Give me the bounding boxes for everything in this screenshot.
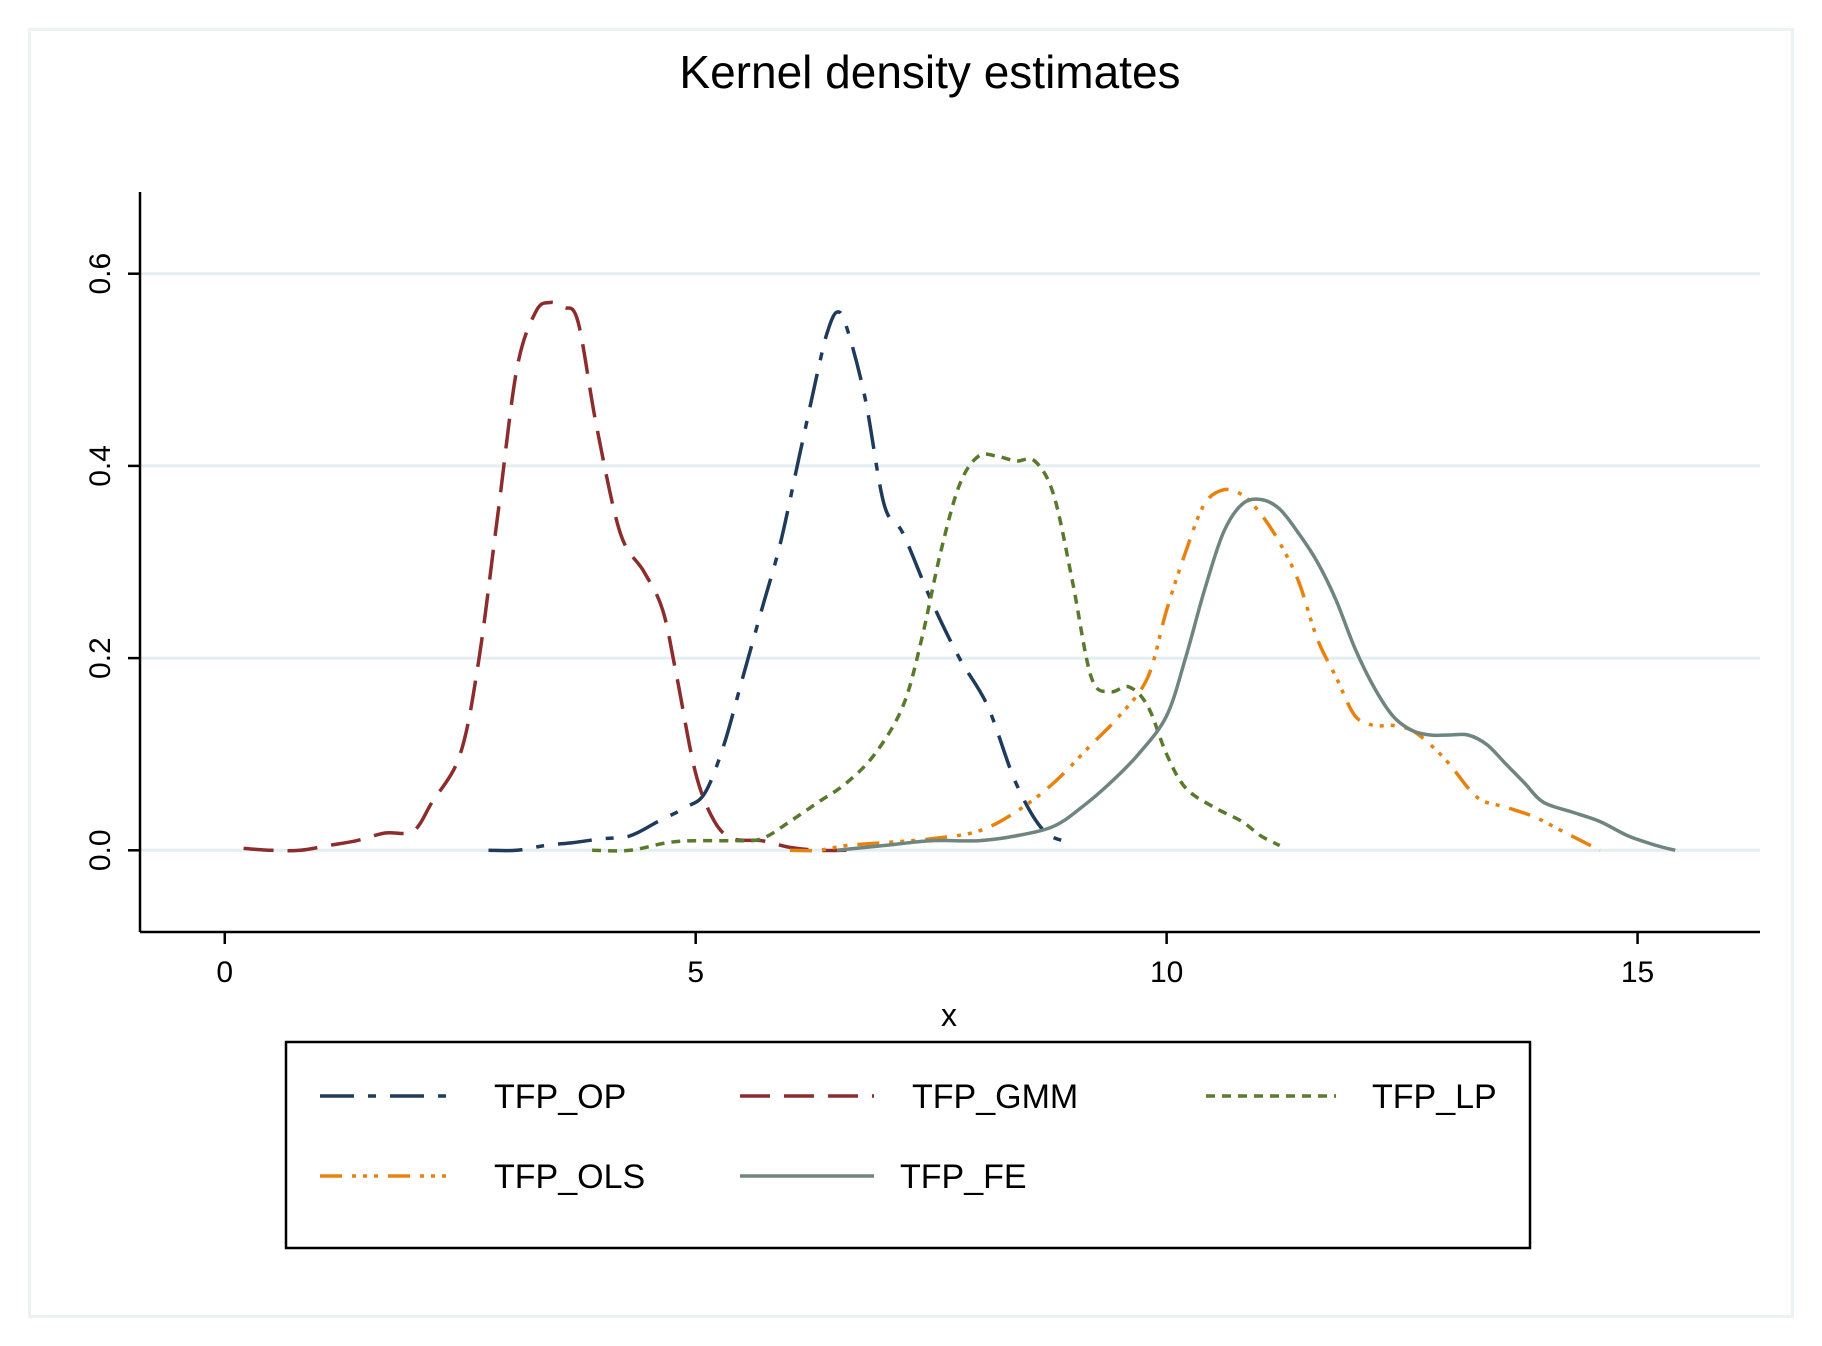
figure-frame — [28, 28, 1794, 1318]
series-line-tfp-op — [488, 310, 1074, 853]
x-tick-label: 10 — [1150, 956, 1183, 989]
series-layer — [243, 300, 1676, 853]
x-tick-label: 0 — [216, 956, 233, 989]
series-line-tfp-fe — [836, 497, 1676, 853]
legend-box — [284, 1040, 1532, 1250]
y-tick-label: 0.6 — [84, 253, 117, 295]
chart-title: Kernel density estimates — [679, 46, 1180, 98]
legend-label-tfp-op: TFP_OP — [494, 1078, 626, 1116]
legend-label-tfp-fe: TFP_FE — [900, 1158, 1027, 1196]
y-tick-label: 0.0 — [84, 829, 117, 871]
legend-label-tfp-gmm: TFP_GMM — [912, 1078, 1078, 1116]
axes: 0.0 0.2 0.4 0.6 0 5 10 15 — [84, 192, 1760, 989]
y-tick-label: 0.4 — [84, 445, 117, 487]
x-tick-label: 5 — [687, 956, 704, 989]
legend-label-tfp-ols: TFP_OLS — [494, 1158, 645, 1196]
legend-label-tfp-lp: TFP_LP — [1372, 1078, 1497, 1116]
x-tick-label: 15 — [1621, 956, 1654, 989]
series-line-tfp-ols — [789, 487, 1601, 853]
gridlines — [140, 272, 1760, 852]
y-tick-label: 0.2 — [84, 637, 117, 679]
x-axis-label: x — [941, 997, 957, 1033]
series-line-tfp-gmm — [243, 300, 847, 853]
series-line-tfp-lp — [592, 452, 1281, 853]
legend: TFP_OP TFP_GMM TFP_LP TFP_OLS TFP_FE — [284, 1040, 1532, 1250]
